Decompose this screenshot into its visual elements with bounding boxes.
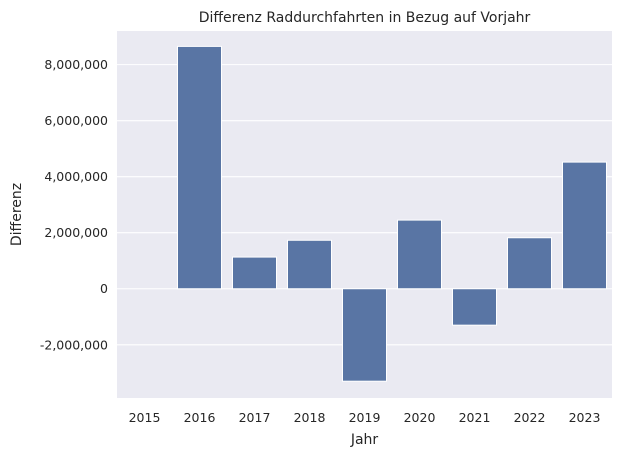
x-tick-label: 2019 [349,410,381,425]
x-tick-label: 2020 [404,410,436,425]
bar-2016 [177,45,222,290]
x-tick-label: 2015 [129,410,161,425]
bar-2018 [287,239,332,290]
y-tick-label: -2,000,000 [40,337,108,352]
y-tick-label: 2,000,000 [44,225,108,240]
bar-2019 [342,288,387,382]
bar-2021 [452,288,497,326]
x-tick-labels: 2015 2016 2017 2018 2019 2020 2021 2022 2023 [129,410,601,425]
x-tick-label: 2021 [459,410,491,425]
y-axis-label: Differenz [9,183,25,246]
x-tick-label: 2022 [514,410,546,425]
x-tick-label: 2017 [239,410,271,425]
bar-2020 [397,219,442,290]
x-tick-label: 2016 [184,410,216,425]
x-tick-label: 2018 [294,410,326,425]
x-tick-label: 2023 [569,410,601,425]
y-tick-label: 8,000,000 [44,57,108,72]
y-tick-label: 0 [100,281,108,296]
y-tick-label: 4,000,000 [44,169,108,184]
bar-2022 [507,237,552,290]
y-tick-label: 6,000,000 [44,113,108,128]
bars [177,45,607,382]
x-axis-label: Jahr [350,432,379,448]
y-tick-labels: -2,000,000 0 2,000,000 4,000,000 6,000,000 8,… [40,57,108,352]
chart-title: Differenz Raddurchfahrten in Bezug auf V… [199,10,531,26]
bar-2017 [232,256,277,290]
bar-2023 [562,161,607,290]
